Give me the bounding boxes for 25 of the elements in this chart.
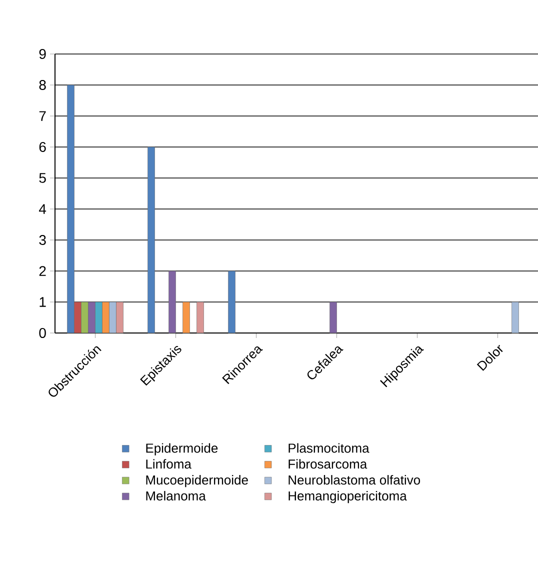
legend-label: Linfoma	[146, 459, 192, 469]
y-tick-label: 9	[39, 49, 46, 59]
bar	[148, 146, 155, 334]
legend-label: Fibrosarcoma	[288, 459, 368, 469]
legend-label: Melanoma	[146, 490, 206, 501]
bar	[196, 302, 204, 334]
legend-label: Neuroblastoma olfativo	[288, 475, 420, 485]
legend-label: Epidermoide	[146, 443, 218, 456]
y-tick-label: 0	[39, 328, 46, 338]
y-tick-label: 8	[39, 80, 46, 90]
legend-label: Mucoepidermoide	[146, 475, 248, 488]
bar	[512, 302, 519, 334]
y-tick-label: 3	[39, 235, 46, 245]
y-tick-label: 5	[39, 173, 46, 183]
y-tick-label: 4	[38, 204, 46, 214]
legend-label: Plasmocitoma	[288, 443, 370, 453]
bar	[182, 302, 190, 334]
y-tick-label: 7	[39, 111, 46, 121]
bar	[330, 302, 337, 334]
legend-label: Hemangiopericitoma	[288, 490, 407, 504]
bar	[228, 270, 236, 334]
bar	[168, 270, 176, 334]
y-tick-label: 2	[39, 266, 46, 276]
y-tick-label: 1	[40, 297, 46, 307]
y-tick-label: 6	[39, 142, 46, 152]
